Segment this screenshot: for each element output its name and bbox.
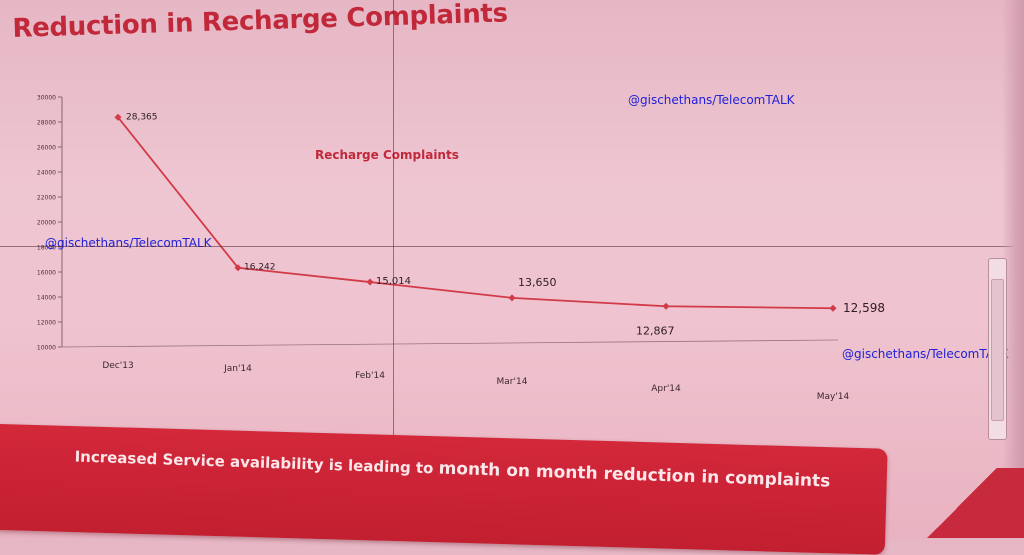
x-axis-line bbox=[61, 339, 839, 348]
y-tick-label: 12000 bbox=[37, 320, 56, 327]
data-label: 13,650 bbox=[518, 276, 557, 289]
data-label: 12,867 bbox=[636, 324, 675, 337]
data-label: 12,598 bbox=[843, 301, 885, 315]
y-tick-label: 16000 bbox=[37, 270, 56, 277]
screen-edge bbox=[1002, 0, 1024, 538]
y-tick-label: 24000 bbox=[37, 170, 56, 177]
x-tick-label: May'14 bbox=[817, 392, 850, 402]
x-axis-labels: Dec'13 Jan'14 Feb'14 Mar'14 Apr'14 May'14 bbox=[102, 361, 849, 402]
y-tick-label: 20000 bbox=[37, 220, 56, 227]
series-recharge-complaints bbox=[114, 113, 837, 312]
screen-seam-vertical bbox=[393, 0, 394, 538]
data-point bbox=[366, 278, 374, 286]
x-tick-label: Jan'14 bbox=[223, 364, 252, 374]
vertical-scrollbar[interactable] bbox=[988, 258, 1007, 440]
y-tick-label: 30000 bbox=[37, 95, 56, 102]
data-point bbox=[234, 264, 242, 272]
watermark-right: @gischethans/TelecomTALK bbox=[842, 347, 1009, 361]
data-label: 16,242 bbox=[244, 263, 276, 273]
series-line bbox=[117, 116, 834, 310]
scrollbar-thumb[interactable] bbox=[991, 279, 1004, 421]
chart-title: Recharge Complaints bbox=[315, 148, 459, 162]
data-point bbox=[662, 302, 670, 310]
y-tick-label: 18000 bbox=[37, 245, 56, 252]
x-tick-label: Mar'14 bbox=[497, 377, 528, 387]
y-tick-label: 10000 bbox=[37, 345, 56, 352]
screen-seam-horizontal bbox=[0, 246, 1024, 247]
y-tick-label: 14000 bbox=[37, 295, 56, 302]
watermark-left: @gischethans/TelecomTALK bbox=[45, 236, 212, 250]
watermark-top: @gischethans/TelecomTALK bbox=[628, 93, 795, 107]
x-tick-label: Dec'13 bbox=[102, 361, 133, 371]
data-label: 28,365 bbox=[126, 112, 158, 122]
data-point bbox=[508, 294, 516, 302]
corner-decoration bbox=[900, 468, 1024, 538]
x-tick-label: Feb'14 bbox=[355, 371, 385, 381]
y-tick-label: 22000 bbox=[37, 195, 56, 202]
y-axis: 10000 12000 14000 16000 18000 20000 22000 24000… bbox=[37, 95, 839, 352]
data-point bbox=[829, 304, 837, 312]
y-tick-label: 26000 bbox=[37, 145, 56, 152]
y-tick-label: 28000 bbox=[37, 120, 56, 127]
data-point bbox=[114, 113, 122, 121]
x-tick-label: Apr'14 bbox=[651, 384, 681, 394]
